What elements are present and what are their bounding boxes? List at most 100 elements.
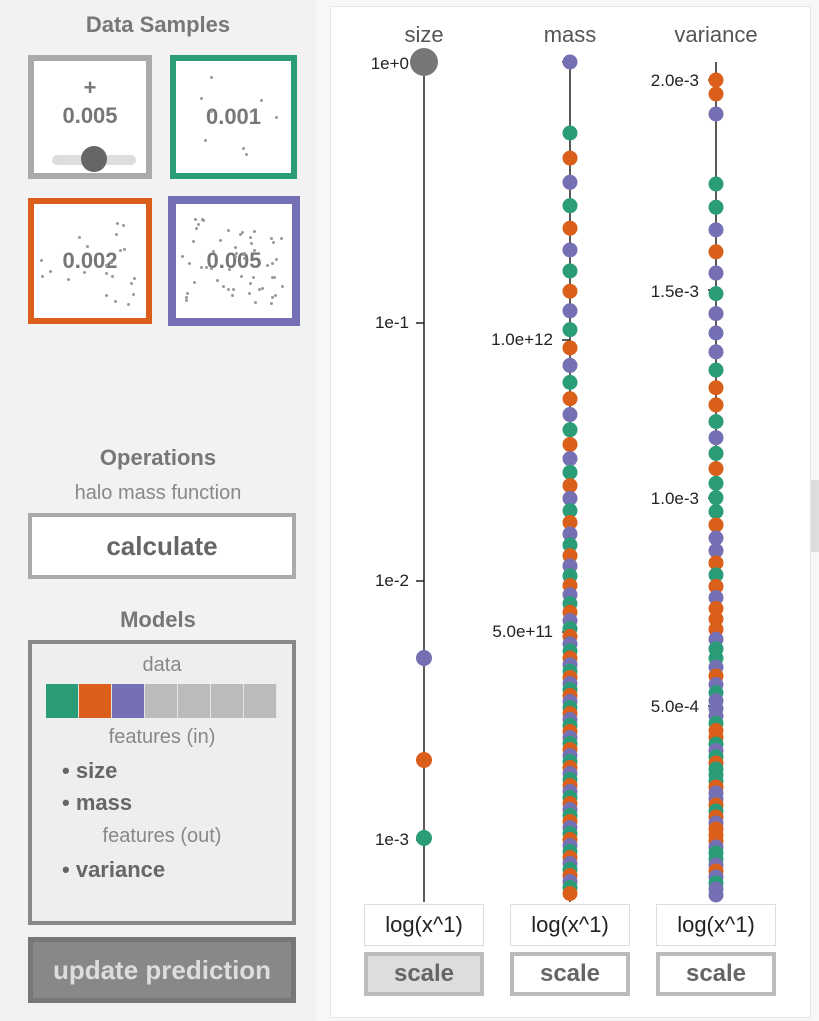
mass-point (562, 198, 578, 214)
mass-point (562, 422, 578, 438)
mass-point (562, 451, 578, 467)
variance-scale-input[interactable]: log(x^1) (656, 904, 776, 946)
sample-point (245, 152, 249, 156)
sample-point (115, 221, 119, 225)
feature-label: variance (75, 857, 166, 882)
sample-point (252, 276, 256, 280)
mass-point (562, 436, 578, 452)
sample-point (215, 279, 219, 283)
sample-card-2[interactable]: 0.002 (28, 198, 152, 324)
update-prediction-button[interactable]: update prediction (28, 937, 296, 1003)
variance-point (708, 445, 724, 461)
mass-point (562, 503, 578, 519)
data-swatch (244, 684, 277, 718)
axis-title-variance: variance (674, 22, 758, 47)
sample-slider-knob[interactable] (81, 146, 107, 172)
sample-point (39, 259, 43, 263)
mass-scale-input[interactable]: log(x^1) (510, 904, 630, 946)
variance-point (708, 600, 724, 616)
data-swatch (79, 684, 112, 718)
sample-point (273, 276, 277, 280)
mass-point (562, 357, 578, 373)
variance-point (708, 555, 724, 571)
sample-point (252, 248, 256, 252)
variance-point (708, 106, 724, 122)
sample-point (48, 269, 52, 273)
sample-card-1[interactable]: 0.001 (170, 55, 297, 179)
variance-point (708, 176, 724, 192)
features-in-label: features (in) (108, 726, 216, 748)
mass-point (562, 885, 578, 901)
variance-point (708, 362, 724, 378)
data-label: data (142, 654, 182, 676)
sample-point (66, 278, 70, 282)
mass-scale-button[interactable]: scale (510, 952, 630, 996)
variance-tick-label: 5.0e-4 (650, 697, 699, 716)
sample-point (203, 138, 207, 142)
sample-point (86, 245, 90, 249)
axis-title-size: size (404, 22, 444, 47)
sample-point (269, 301, 273, 305)
sample-point (122, 247, 126, 251)
variance-scale-button[interactable]: scale (656, 952, 776, 996)
operation-name: halo mass function (74, 482, 242, 504)
mass-point (562, 374, 578, 390)
variance-point (708, 72, 724, 88)
mass-point (562, 303, 578, 319)
axis-title-mass: mass (543, 22, 597, 47)
mass-point (562, 407, 578, 423)
mass-point (562, 391, 578, 407)
size-tick-label: 1e-3 (374, 830, 409, 849)
sample-point (275, 115, 279, 119)
sample-point (194, 227, 198, 231)
sample-point (83, 271, 87, 275)
sample-point (210, 267, 214, 271)
size-tick-label: 1e-1 (374, 313, 409, 332)
sample-point (105, 264, 109, 268)
scrollbar-handle[interactable] (811, 480, 819, 552)
size-point-purple (416, 650, 432, 666)
variance-point (708, 325, 724, 341)
sample-point (234, 252, 238, 256)
variance-point (708, 414, 724, 430)
mass-point (562, 263, 578, 279)
variance-point (708, 397, 724, 413)
variance-point (708, 517, 724, 533)
size-scale-button[interactable]: scale (364, 952, 484, 996)
sample-point (279, 236, 283, 240)
sample-point (253, 230, 257, 234)
data-swatch (112, 684, 145, 718)
size-scale-input[interactable]: log(x^1) (364, 904, 484, 946)
sample-point (230, 293, 234, 297)
variance-point (708, 265, 724, 281)
calculate-button[interactable]: calculate (28, 513, 296, 579)
sample-card-0[interactable]: + 0.005 (28, 55, 152, 179)
data-swatch (145, 684, 178, 718)
axes-panel: size mass variance 1e+0 1e-1 1e-2 1e-3 1… (330, 6, 811, 1018)
sample-point (186, 292, 190, 296)
sample-point (271, 240, 275, 244)
sample-point (133, 277, 137, 281)
sample-point (211, 249, 215, 253)
sample-point (234, 255, 238, 259)
sample-point (248, 236, 252, 240)
sample-point (104, 294, 108, 298)
sample-point (258, 288, 262, 292)
sample-card-3[interactable]: 0.005 (168, 196, 300, 326)
mass-point (562, 478, 578, 494)
mass-point (562, 174, 578, 190)
model-card[interactable]: data features (in) • size • mass feature… (28, 640, 296, 925)
add-sample-icon[interactable]: + (83, 75, 97, 100)
sample-point (260, 98, 264, 102)
size-tick-label: 1e+0 (370, 54, 409, 73)
variance-point (708, 380, 724, 396)
mass-point (562, 220, 578, 236)
sample-point (192, 240, 196, 244)
sample-point (184, 296, 188, 300)
variance-point (708, 490, 724, 506)
variance-point (708, 887, 724, 903)
variance-tick-label: 2.0e-3 (650, 71, 699, 90)
variance-point (708, 567, 724, 583)
mass-point (562, 490, 578, 506)
sample-point (126, 303, 130, 307)
